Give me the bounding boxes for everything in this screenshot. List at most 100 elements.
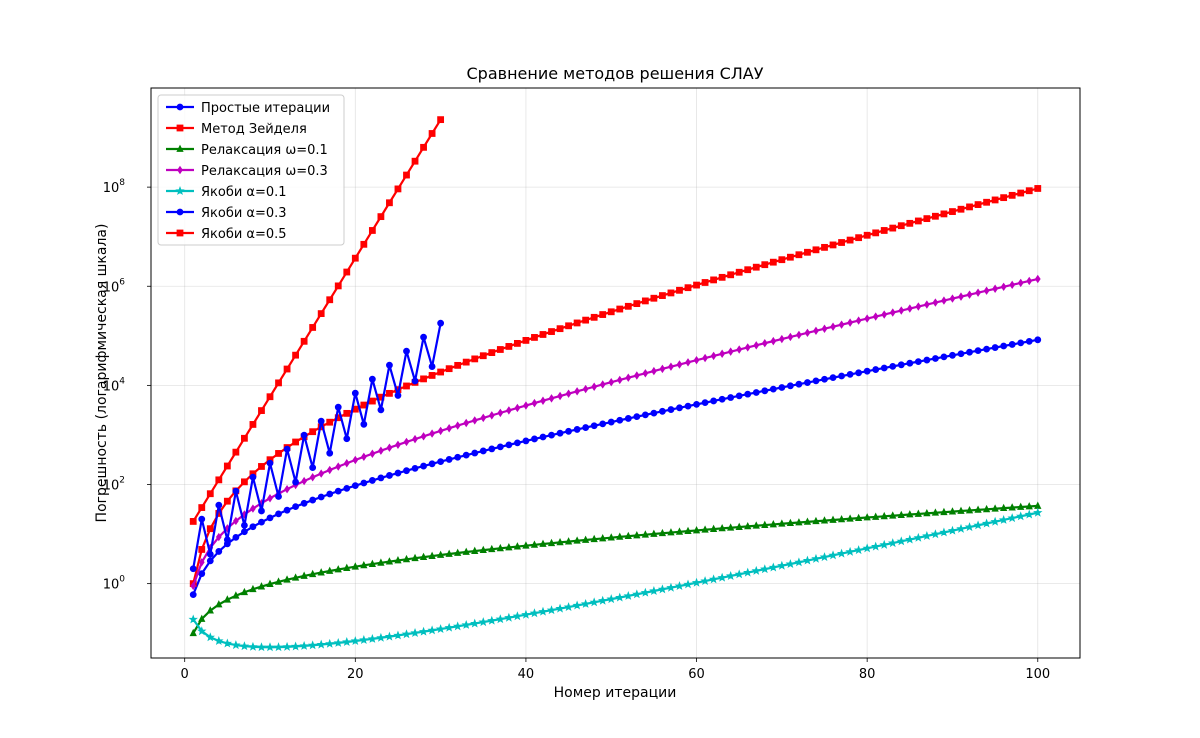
data-point xyxy=(564,537,573,545)
data-point xyxy=(257,582,266,590)
x-tick-label: 20 xyxy=(347,667,364,682)
data-point xyxy=(956,523,966,533)
data-point xyxy=(872,366,880,373)
legend-box xyxy=(157,94,345,246)
data-point xyxy=(250,504,256,513)
data-point xyxy=(326,296,334,304)
data-point xyxy=(983,286,990,295)
data-point xyxy=(744,266,752,274)
data-point xyxy=(333,637,343,647)
data-point xyxy=(377,558,385,566)
data-point xyxy=(685,358,691,367)
data-point xyxy=(581,535,590,543)
data-point xyxy=(395,440,401,450)
data-point xyxy=(769,385,777,393)
data-point xyxy=(847,318,853,327)
data-point xyxy=(487,615,497,625)
y-tick-base: 10 xyxy=(103,379,120,394)
data-point xyxy=(206,550,214,558)
data-point xyxy=(838,239,845,246)
data-point xyxy=(299,640,309,650)
data-point xyxy=(761,339,768,348)
data-point xyxy=(548,394,555,403)
data-point xyxy=(855,369,863,377)
data-point xyxy=(241,521,248,529)
data-point xyxy=(471,416,478,425)
data-point xyxy=(223,595,231,603)
data-point xyxy=(350,636,361,646)
data-point xyxy=(265,642,275,652)
data-point xyxy=(761,387,769,395)
data-point xyxy=(590,534,598,543)
data-point xyxy=(836,548,847,558)
data-point xyxy=(454,548,462,556)
data-point xyxy=(343,459,350,468)
data-point xyxy=(343,409,351,417)
data-point xyxy=(445,456,453,463)
data-point xyxy=(335,462,342,471)
data-point xyxy=(206,606,214,614)
data-point xyxy=(828,550,838,560)
data-point xyxy=(402,554,411,563)
data-point xyxy=(862,543,872,553)
legend-marker xyxy=(175,186,185,195)
legend-marker xyxy=(176,229,184,237)
data-point xyxy=(198,614,206,622)
data-point xyxy=(676,360,683,369)
data-point xyxy=(940,507,948,516)
legend-entry: Релаксация ω=0.3 xyxy=(166,164,328,179)
data-point xyxy=(480,413,487,423)
data-point xyxy=(386,472,393,479)
data-point xyxy=(215,501,223,509)
data-point xyxy=(420,375,427,383)
data-point xyxy=(607,533,615,541)
data-point xyxy=(258,463,265,470)
x-tick-label: 0 xyxy=(181,667,189,682)
y-tick-exponent: 8 xyxy=(119,178,125,188)
data-point xyxy=(743,567,753,577)
data-point xyxy=(838,372,845,380)
data-point xyxy=(427,625,437,635)
data-point xyxy=(710,351,717,361)
data-point xyxy=(548,328,555,335)
data-point xyxy=(913,532,924,542)
data-point xyxy=(496,443,504,451)
data-point xyxy=(454,361,462,369)
data-point xyxy=(325,638,335,648)
legend-label: Якоби α=0.3 xyxy=(201,206,287,221)
data-point xyxy=(513,542,522,550)
data-point xyxy=(625,373,632,382)
data-point xyxy=(624,302,632,310)
data-point xyxy=(966,348,973,356)
data-point xyxy=(215,476,223,484)
data-point xyxy=(497,408,504,418)
data-point xyxy=(599,534,607,542)
data-point xyxy=(546,605,557,615)
data-point xyxy=(906,359,914,367)
data-point xyxy=(386,361,393,369)
data-point xyxy=(249,421,257,428)
data-point xyxy=(462,451,470,459)
data-point xyxy=(846,514,854,522)
data-point xyxy=(708,574,719,584)
data-point xyxy=(658,528,667,537)
data-point xyxy=(974,347,982,355)
data-point xyxy=(718,523,726,532)
data-point xyxy=(906,304,913,313)
x-tick-label: 60 xyxy=(688,667,705,682)
data-point xyxy=(266,579,274,587)
series-line xyxy=(192,187,1039,584)
data-point xyxy=(940,353,948,361)
data-point xyxy=(523,401,529,410)
data-point xyxy=(964,522,975,532)
data-point xyxy=(821,375,828,383)
data-point xyxy=(727,271,735,279)
y-tick-label: 104 xyxy=(103,376,126,394)
data-point xyxy=(343,435,351,443)
data-point xyxy=(914,358,922,366)
data-point xyxy=(872,512,880,520)
data-point xyxy=(981,518,992,528)
data-point xyxy=(505,543,513,551)
data-point xyxy=(727,394,735,401)
data-point xyxy=(470,618,480,628)
